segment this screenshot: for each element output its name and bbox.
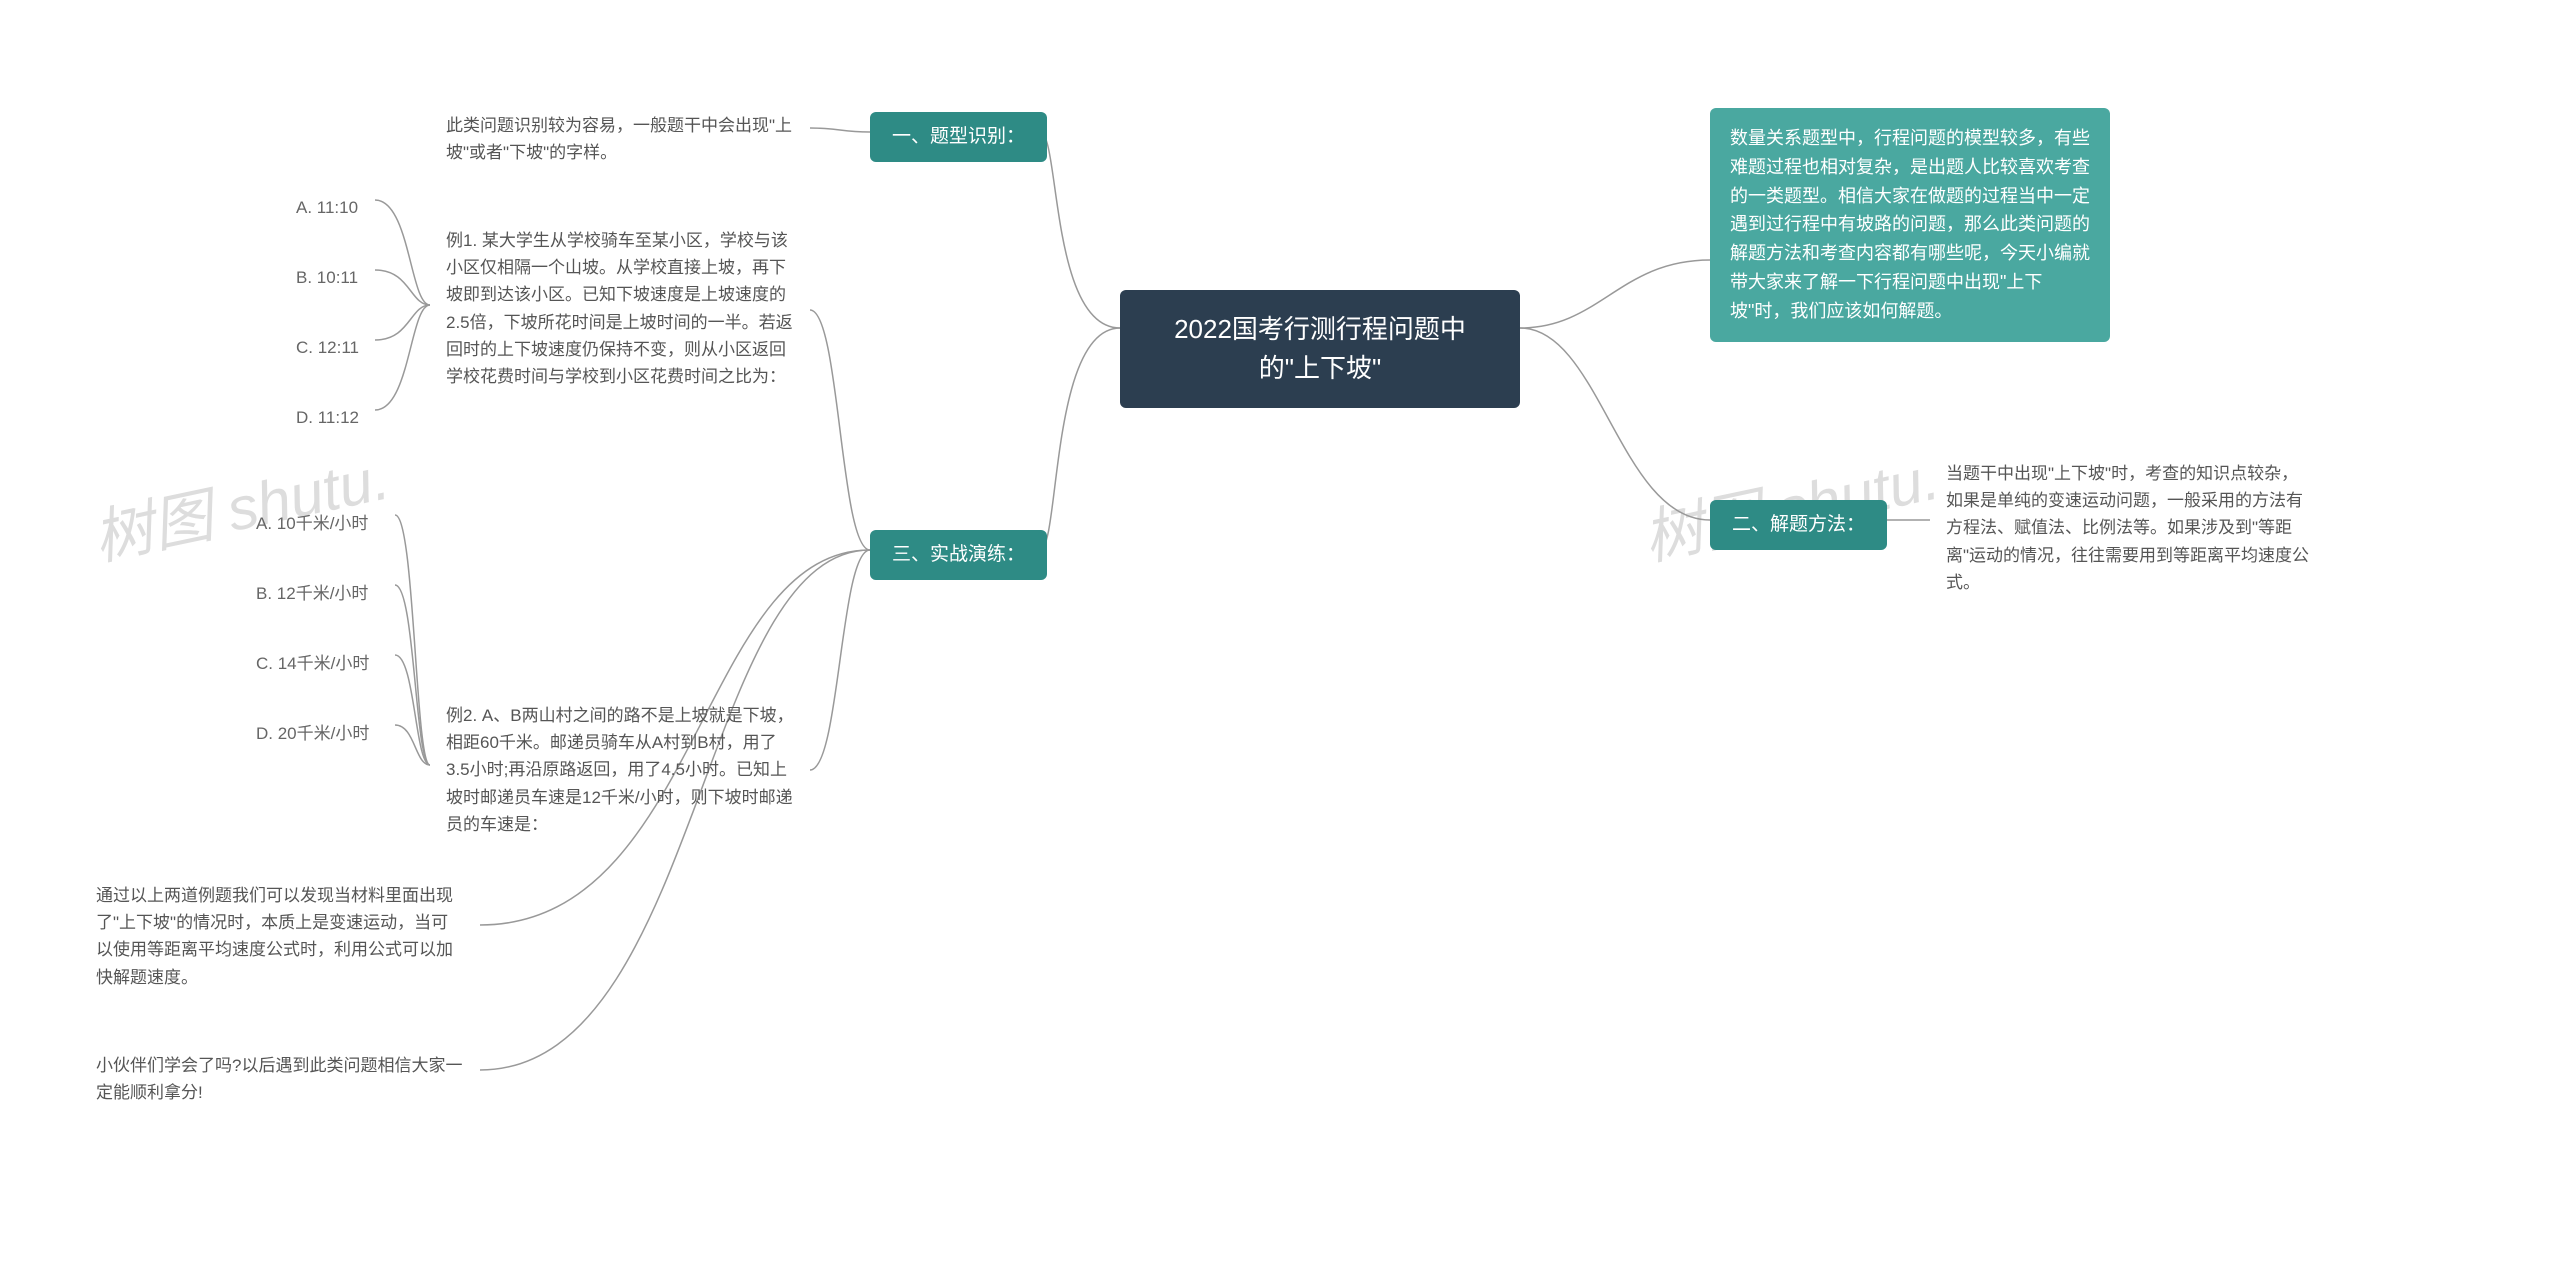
central-title: 2022国考行测行程问题中的"上下坡" — [1174, 314, 1466, 383]
ex2-option-b: B. 12千米/小时 — [240, 568, 384, 619]
ex1-option-a: A. 11:10 — [280, 182, 374, 233]
example2-text: 例2. A、B两山村之间的路不是上坡就是下坡，相距60千米。邮递员骑车从A村到B… — [430, 690, 810, 850]
ex2-option-c: C. 14千米/小时 — [240, 638, 385, 689]
section3-label: 三、实战演练： — [870, 530, 1047, 580]
ex1-option-d: D. 11:12 — [280, 392, 375, 443]
summary1: 通过以上两道例题我们可以发现当材料里面出现了"上下坡"的情况时，本质上是变速运动… — [80, 870, 480, 1003]
section1-detail: 此类问题识别较为容易，一般题干中会出现"上坡"或者"下坡"的字样。 — [430, 100, 810, 178]
ex1-option-b: B. 10:11 — [280, 252, 374, 303]
section1-label: 一、题型识别： — [870, 112, 1047, 162]
section2-detail: 当题干中出现"上下坡"时，考查的知识点较杂，如果是单纯的变速运动问题，一般采用的… — [1930, 448, 2330, 608]
ex2-option-d: D. 20千米/小时 — [240, 708, 385, 759]
ex1-option-c: C. 12:11 — [280, 322, 375, 373]
summary2: 小伙伴们学会了吗?以后遇到此类问题相信大家一定能顺利拿分! — [80, 1040, 480, 1118]
central-node: 2022国考行测行程问题中的"上下坡" — [1120, 290, 1520, 408]
ex2-option-a: A. 10千米/小时 — [240, 498, 384, 549]
intro-box: 数量关系题型中，行程问题的模型较多，有些难题过程也相对复杂，是出题人比较喜欢考查… — [1710, 108, 2110, 342]
section2-label: 二、解题方法： — [1710, 500, 1887, 550]
example1-text: 例1. 某大学生从学校骑车至某小区，学校与该小区仅相隔一个山坡。从学校直接上坡，… — [430, 215, 810, 402]
